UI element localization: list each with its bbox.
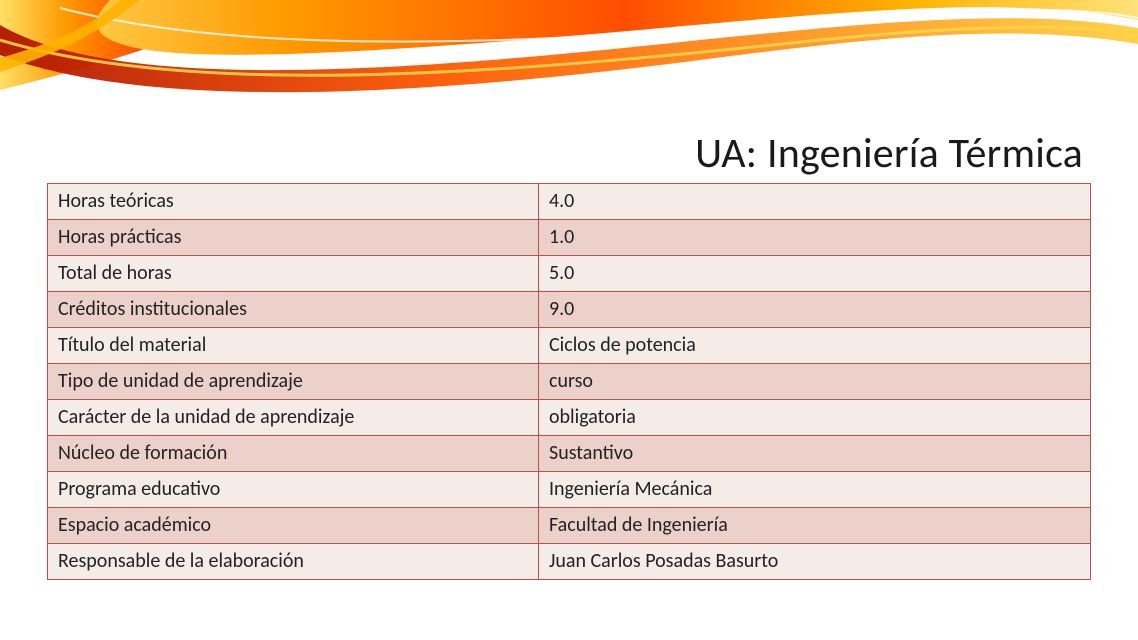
table-row: Horas prácticas1.0 bbox=[48, 220, 1091, 256]
header-swoosh bbox=[0, 0, 1138, 120]
table-row: Total de horas5.0 bbox=[48, 256, 1091, 292]
course-info-tbody: Horas teóricas4.0Horas prácticas1.0Total… bbox=[48, 184, 1091, 580]
table-cell-value: Ingeniería Mecánica bbox=[539, 472, 1091, 508]
table-row: Horas teóricas4.0 bbox=[48, 184, 1091, 220]
table-row: Tipo de unidad de aprendizajecurso bbox=[48, 364, 1091, 400]
table-cell-value: Facultad de Ingeniería bbox=[539, 508, 1091, 544]
table-row: Créditos institucionales9.0 bbox=[48, 292, 1091, 328]
table-cell-value: Ciclos de potencia bbox=[539, 328, 1091, 364]
table-cell-value: obligatoria bbox=[539, 400, 1091, 436]
table-cell-key: Espacio académico bbox=[48, 508, 539, 544]
table-cell-key: Horas prácticas bbox=[48, 220, 539, 256]
slide-title: UA: Ingeniería Térmica bbox=[695, 128, 1083, 179]
table-row: Programa educativoIngeniería Mecánica bbox=[48, 472, 1091, 508]
table-cell-value: Juan Carlos Posadas Basurto bbox=[539, 544, 1091, 580]
table-cell-key: Total de horas bbox=[48, 256, 539, 292]
table-cell-value: 9.0 bbox=[539, 292, 1091, 328]
table-cell-value: curso bbox=[539, 364, 1091, 400]
table-row: Título del materialCiclos de potencia bbox=[48, 328, 1091, 364]
table-cell-value: Sustantivo bbox=[539, 436, 1091, 472]
table-cell-key: Carácter de la unidad de aprendizaje bbox=[48, 400, 539, 436]
table-cell-key: Créditos institucionales bbox=[48, 292, 539, 328]
table-row: Núcleo de formaciónSustantivo bbox=[48, 436, 1091, 472]
table-cell-value: 4.0 bbox=[539, 184, 1091, 220]
table-cell-key: Horas teóricas bbox=[48, 184, 539, 220]
table-cell-key: Núcleo de formación bbox=[48, 436, 539, 472]
table-cell-key: Responsable de la elaboración bbox=[48, 544, 539, 580]
course-info-table: Horas teóricas4.0Horas prácticas1.0Total… bbox=[47, 183, 1091, 580]
table-cell-key: Tipo de unidad de aprendizaje bbox=[48, 364, 539, 400]
table-cell-key: Título del material bbox=[48, 328, 539, 364]
table-row: Carácter de la unidad de aprendizajeobli… bbox=[48, 400, 1091, 436]
table-row: Espacio académicoFacultad de Ingeniería bbox=[48, 508, 1091, 544]
table-row: Responsable de la elaboraciónJuan Carlos… bbox=[48, 544, 1091, 580]
table-cell-value: 1.0 bbox=[539, 220, 1091, 256]
table-cell-value: 5.0 bbox=[539, 256, 1091, 292]
table-cell-key: Programa educativo bbox=[48, 472, 539, 508]
